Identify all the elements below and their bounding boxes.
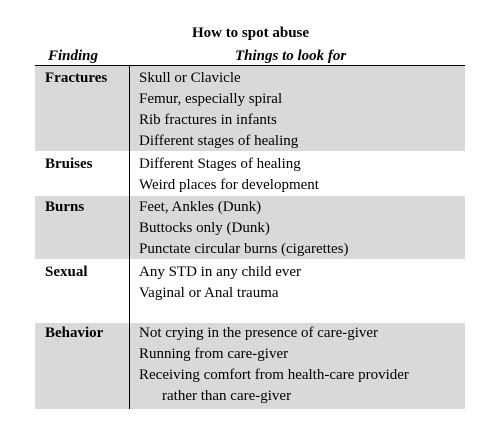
list-item: Buttocks only (Dunk) [139, 220, 270, 236]
list-item: Femur, especially spiral [139, 91, 283, 107]
table-row-burns: Burns Feet, Ankles (Dunk) Buttocks only … [35, 196, 465, 259]
items-cell: Any STD in any child ever Vaginal or Ana… [129, 259, 465, 323]
abuse-findings-table: Fractures Skull or Clavicle Femur, espec… [35, 66, 465, 409]
list-item: Weird places for development [139, 177, 319, 193]
items-cell: Not crying in the presence of care-giver… [129, 323, 465, 409]
list-item: Different stages of healing [139, 133, 299, 149]
list-item: Skull or Clavicle [139, 70, 241, 86]
list-item: Feet, Ankles (Dunk) [139, 199, 262, 215]
list-item: rather than care-giver [162, 388, 292, 404]
header-rule [35, 65, 465, 66]
column-header-finding: Finding [48, 48, 99, 64]
table-row-bruises: Bruises Different Stages of healing Weir… [35, 151, 465, 196]
finding-label: Fractures [45, 70, 108, 86]
table-row-behavior: Behavior Not crying in the presence of c… [35, 323, 465, 409]
list-item: Any STD in any child ever [139, 264, 302, 280]
table-row-fractures: Fractures Skull or Clavicle Femur, espec… [35, 66, 465, 151]
items-cell: Different Stages of healing Weird places… [129, 151, 465, 196]
finding-label: Sexual [45, 264, 88, 280]
list-item: Receiving comfort from health-care provi… [139, 367, 409, 383]
items-cell: Feet, Ankles (Dunk) Buttocks only (Dunk)… [129, 196, 465, 259]
finding-label: Bruises [45, 156, 93, 172]
table-title: How to spot abuse [191, 25, 310, 41]
finding-label: Behavior [45, 325, 104, 341]
list-item: Not crying in the presence of care-giver [139, 325, 379, 341]
list-item: Rib fractures in infants [139, 112, 277, 128]
items-cell: Skull or Clavicle Femur, especially spir… [129, 66, 465, 151]
list-item: Different Stages of healing [139, 156, 301, 172]
table-row-sexual: Sexual Any STD in any child ever Vaginal… [35, 259, 465, 323]
list-item: Running from care-giver [139, 346, 289, 362]
column-header-things-to-look-for: Things to look for [235, 48, 347, 64]
list-item: Punctate circular burns (cigarettes) [139, 241, 349, 257]
finding-label: Burns [45, 199, 85, 215]
list-item: Vaginal or Anal trauma [139, 285, 279, 301]
